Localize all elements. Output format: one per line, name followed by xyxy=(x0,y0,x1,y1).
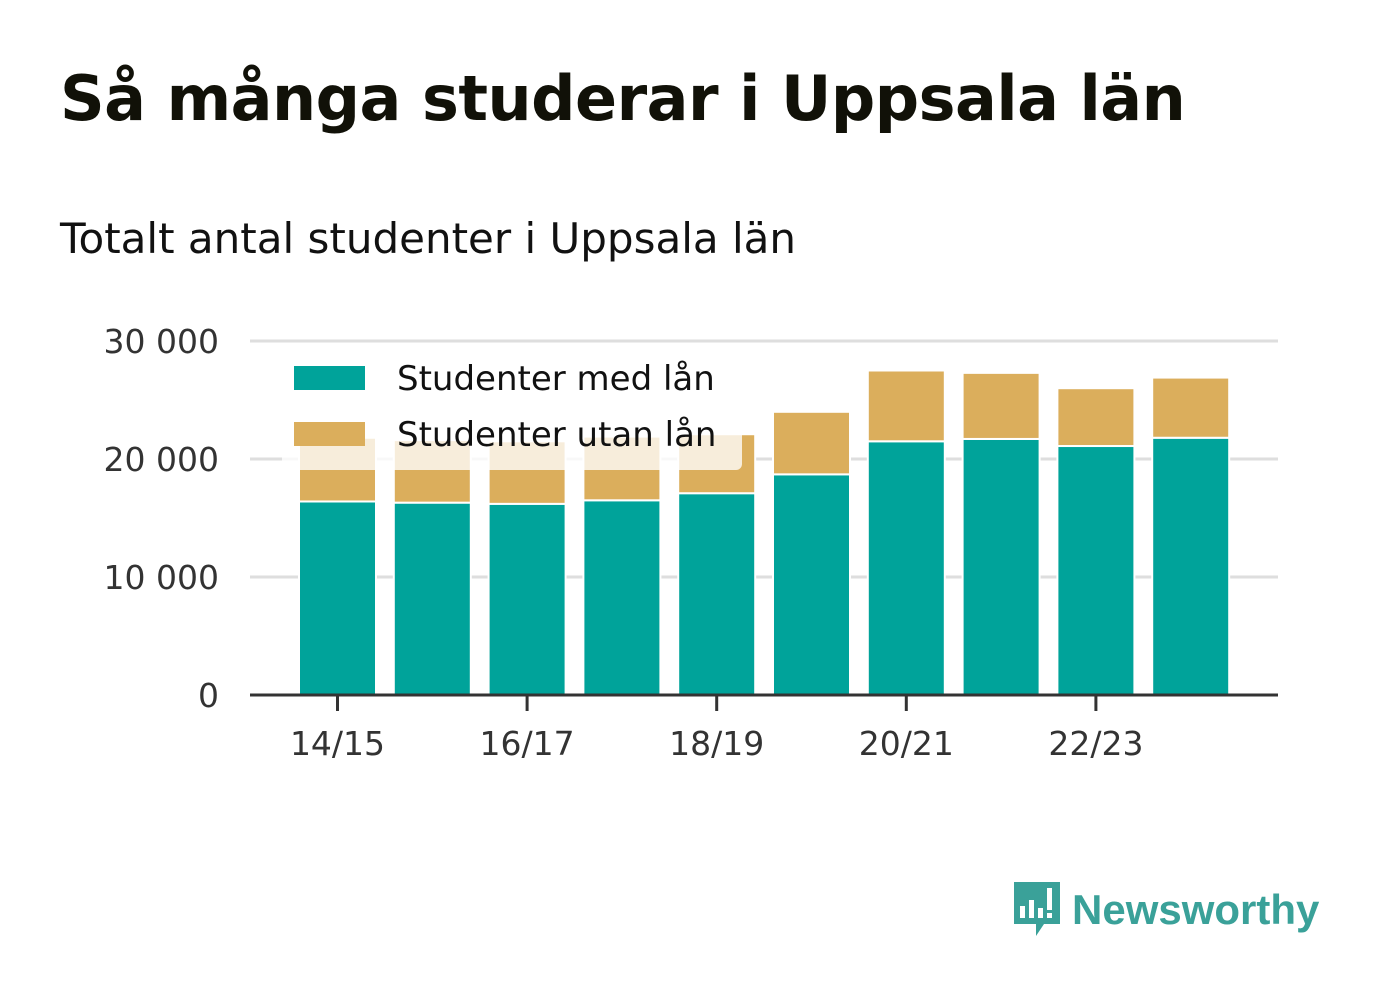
bar-med-lan-19-20 xyxy=(772,473,851,696)
y-tick-label: 20 000 xyxy=(104,440,219,479)
bar-utan-lan-23-24 xyxy=(1151,376,1231,439)
legend-box xyxy=(282,350,742,470)
x-tick-label: 22/23 xyxy=(1048,724,1143,763)
bar-med-lan-23-24 xyxy=(1151,436,1231,696)
brand-logo: Newsworthy xyxy=(1010,878,1319,942)
x-tick-label: 18/19 xyxy=(669,724,764,763)
legend-swatch xyxy=(294,366,365,390)
bar-utan-lan-21-22 xyxy=(961,371,1041,440)
bar-utan-lan-19-20 xyxy=(772,410,851,476)
chart-subtitle: Totalt antal studenter i Uppsala län xyxy=(60,214,796,263)
bar-med-lan-22-23 xyxy=(1056,445,1136,696)
x-tick-label: 20/21 xyxy=(859,724,954,763)
bar-med-lan-17-18 xyxy=(582,499,662,696)
bar-med-lan-16-17 xyxy=(487,502,567,696)
newsworthy-logo-icon xyxy=(1010,878,1064,942)
bar-utan-lan-22-23 xyxy=(1056,387,1136,448)
legend-swatch xyxy=(294,422,365,446)
bar-utan-lan-20-21 xyxy=(866,369,946,443)
x-tick-label: 16/17 xyxy=(480,724,575,763)
bar-med-lan-20-21 xyxy=(866,440,946,696)
bar-med-lan-15-16 xyxy=(392,501,472,696)
y-tick-label: 10 000 xyxy=(104,558,219,597)
y-tick-label: 0 xyxy=(198,676,219,715)
bar-med-lan-14-15 xyxy=(298,500,377,697)
y-tick-label: 30 000 xyxy=(104,322,219,361)
x-tick-label: 14/15 xyxy=(290,724,385,763)
chart-title: Så många studerar i Uppsala län xyxy=(60,62,1186,135)
brand-name: Newsworthy xyxy=(1072,886,1320,933)
legend-label: Studenter med lån xyxy=(397,359,715,399)
legend-label: Studenter utan lån xyxy=(397,415,716,455)
bar-med-lan-21-22 xyxy=(961,437,1041,696)
bar-med-lan-18-19 xyxy=(677,492,757,696)
